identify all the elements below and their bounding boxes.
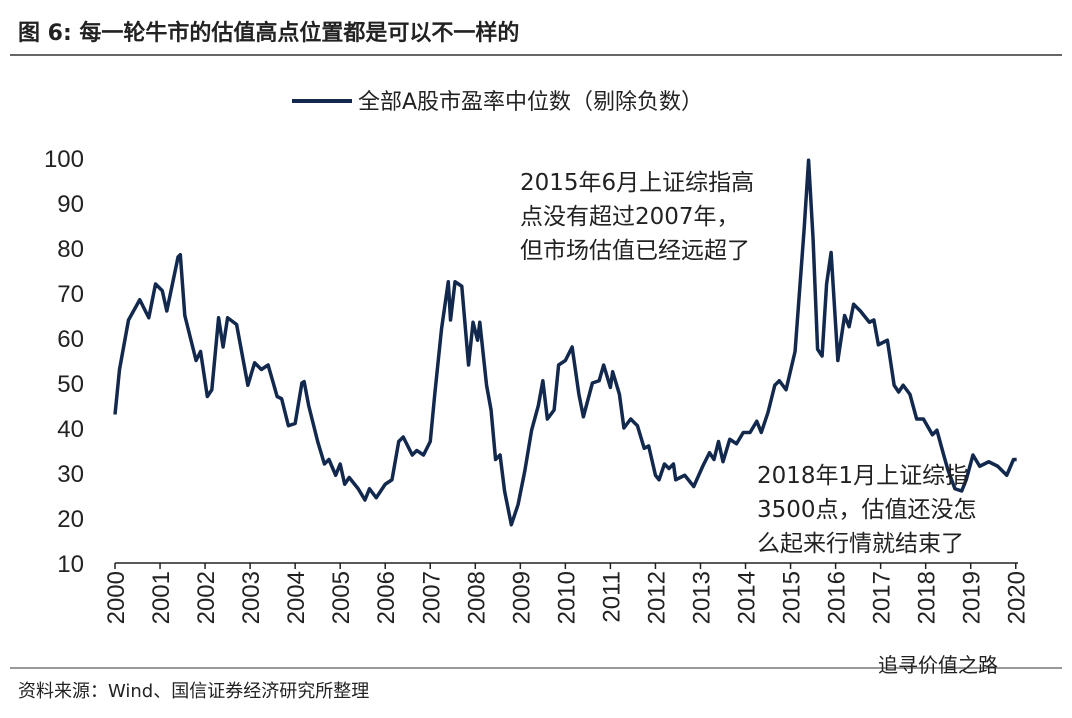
source: 资料来源：Wind、国信证券经济研究所整理 [18,681,369,702]
y-tick-label: 90 [57,191,84,218]
x-tick-label: 2019 [959,571,986,624]
annotation: 2018年1月上证综指 [757,463,968,489]
y-tick-label: 50 [57,371,84,398]
x-tick-label: 2016 [824,571,851,624]
annotation: 但市场估值已经远超了 [520,238,750,264]
annotation: 2015年6月上证综指高 [520,170,754,196]
y-tick-label: 10 [57,551,84,578]
x-tick-label: 2017 [869,571,896,624]
x-tick-label: 2006 [373,571,400,624]
x-tick-label: 2013 [688,571,715,624]
y-tick-label: 70 [57,281,84,308]
x-tick-label: 2012 [643,571,670,624]
legend-label: 全部A股市盈率中位数（剔除负数） [358,90,703,115]
x-tick-label: 2003 [238,571,265,624]
y-tick-label: 30 [57,461,84,488]
x-tick-label: 2010 [553,571,580,624]
chart-title: 图 6: 每一轮牛市的估值高点位置都是可以不一样的 [18,20,519,46]
x-tick-label: 2000 [103,571,130,624]
x-tick-label: 2015 [779,571,806,624]
watermark: 追寻价值之路 [878,653,998,677]
line [113,158,1017,527]
x-tick-label: 2008 [463,571,490,624]
y-tick-label: 20 [57,506,84,533]
x-tick-label: 2005 [328,571,355,624]
x-tick-label: 2001 [148,571,175,624]
x-tick-label: 2007 [418,571,445,624]
x-tick-label: 2018 [914,571,941,624]
x-tick-label: 2014 [734,571,761,624]
annotation: 么起来行情就结束了 [757,531,964,557]
y-tick-label: 60 [57,326,84,353]
x-tick-label: 2009 [508,571,535,624]
x-tick-label: 2004 [283,571,310,624]
y-tick-label: 80 [57,236,84,263]
annotation: 3500点，估值还没怎 [757,497,977,523]
x-tick-label: 2011 [598,571,625,623]
x-tick-label: 2020 [1004,571,1031,624]
y-tick-label: 100 [44,146,84,173]
x-tick-label: 2002 [193,571,220,624]
y-tick-label: 40 [57,416,84,443]
annotation: 点没有超过2007年， [520,204,740,230]
